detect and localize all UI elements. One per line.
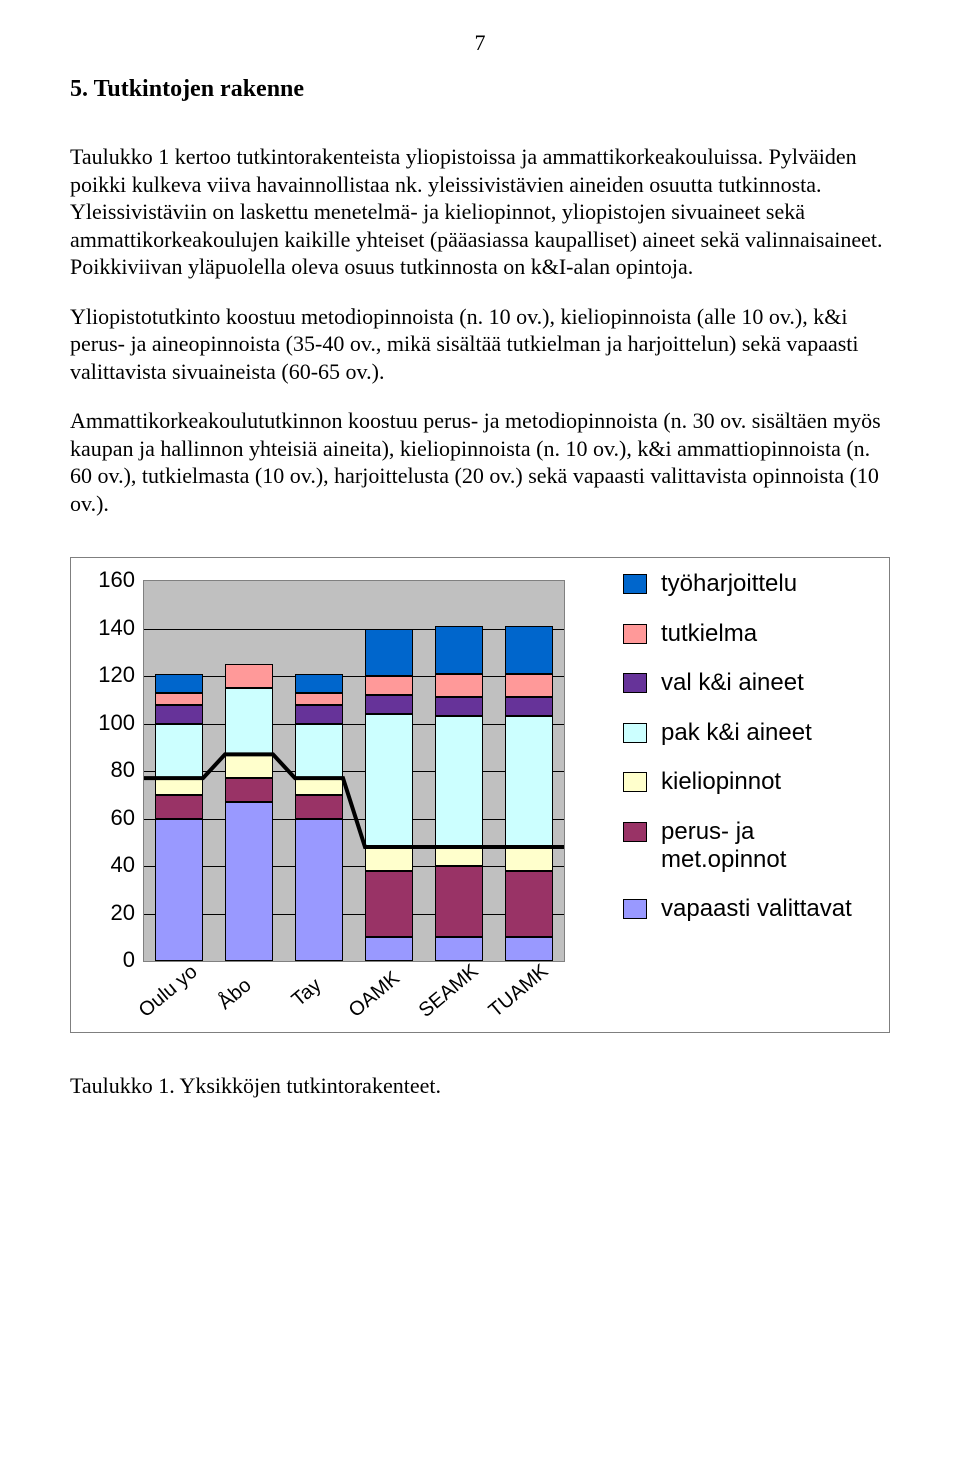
legend-label: perus- ja met.opinnot <box>661 818 877 873</box>
bar-segment-tutkielma <box>435 674 483 698</box>
legend-label: val k&i aineet <box>661 669 804 697</box>
y-tick-label: 40 <box>83 852 135 878</box>
bar-segment-tyoharjoittelu <box>155 674 203 693</box>
legend-swatch <box>623 574 647 594</box>
bars-group <box>144 581 564 961</box>
bar-segment-tutkielma <box>295 693 343 705</box>
legend: työharjoittelu tutkielma val k&i aineet pak… <box>593 570 877 1020</box>
bar-segment-pak_ki <box>435 716 483 847</box>
y-tick-label: 140 <box>83 615 135 641</box>
bar-segment-kieliopinnot <box>225 754 273 778</box>
bar-segment-kieliopinnot <box>155 778 203 795</box>
bar-segment-vapaasti_valittavat <box>155 819 203 962</box>
bar-segment-tutkielma <box>365 676 413 695</box>
bar-segment-val_ki <box>365 695 413 714</box>
bar-segment-kieliopinnot <box>505 847 553 871</box>
legend-label: vapaasti valittavat <box>661 895 852 923</box>
chart-caption: Taulukko 1. Yksikköjen tutkintorakenteet… <box>70 1073 890 1099</box>
legend-item-tutkielma: tutkielma <box>623 620 877 648</box>
bar-column <box>225 664 273 961</box>
y-tick-label: 80 <box>83 757 135 783</box>
bar-segment-perus_ja_met <box>505 871 553 938</box>
bar-segment-tyoharjoittelu <box>435 626 483 674</box>
legend-item-perus_ja_met: perus- ja met.opinnot <box>623 818 877 873</box>
bar-segment-kieliopinnot <box>365 847 413 871</box>
bar-segment-tutkielma <box>225 664 273 688</box>
bar-segment-pak_ki <box>505 716 553 847</box>
bar-segment-val_ki <box>155 705 203 724</box>
legend-swatch <box>623 822 647 842</box>
bar-segment-vapaasti_valittavat <box>225 802 273 961</box>
legend-item-tyoharjoittelu: työharjoittelu <box>623 570 877 598</box>
y-tick-label: 100 <box>83 710 135 736</box>
section-heading: 5. Tutkintojen rakenne <box>70 76 890 103</box>
legend-item-vapaasti_valittavat: vapaasti valittavat <box>623 895 877 923</box>
bar-segment-vapaasti_valittavat <box>505 937 553 961</box>
bar-segment-tutkielma <box>505 674 553 698</box>
bar-segment-perus_ja_met <box>435 866 483 937</box>
bar-segment-kieliopinnot <box>295 778 343 795</box>
paragraph-2: Yliopistotutkinto koostuu metodiopinnois… <box>70 303 890 386</box>
bar-segment-perus_ja_met <box>225 778 273 802</box>
legend-swatch <box>623 624 647 644</box>
x-tick-label: Oulu yo <box>135 974 210 1051</box>
x-tick-label: Tay <box>275 974 350 1051</box>
y-tick-label: 120 <box>83 662 135 688</box>
bar-segment-pak_ki <box>295 724 343 779</box>
page: 7 5. Tutkintojen rakenne Taulukko 1 kert… <box>0 0 960 1139</box>
y-tick-label: 20 <box>83 900 135 926</box>
bar-segment-vapaasti_valittavat <box>365 937 413 961</box>
bar-segment-val_ki <box>295 705 343 724</box>
bar-segment-kieliopinnot <box>435 847 483 866</box>
x-tick-label: SEAMK <box>415 974 490 1051</box>
legend-label: kieliopinnot <box>661 768 781 796</box>
bar-segment-tyoharjoittelu <box>505 626 553 674</box>
x-tick-label: Åbo <box>205 974 280 1051</box>
bar-segment-pak_ki <box>155 724 203 779</box>
bar-segment-pak_ki <box>225 688 273 755</box>
legend-swatch <box>623 673 647 693</box>
bar-column <box>435 626 483 961</box>
legend-swatch <box>623 723 647 743</box>
bar-segment-perus_ja_met <box>155 795 203 819</box>
bar-segment-val_ki <box>505 697 553 716</box>
y-tick-label: 0 <box>83 947 135 973</box>
bar-segment-perus_ja_met <box>365 871 413 938</box>
y-tick-label: 160 <box>83 567 135 593</box>
page-number: 7 <box>70 30 890 56</box>
legend-label: työharjoittelu <box>661 570 797 598</box>
x-tick-label: TUAMK <box>485 974 560 1051</box>
legend-item-val_ki: val k&i aineet <box>623 669 877 697</box>
y-tick-label: 60 <box>83 805 135 831</box>
bar-column <box>505 626 553 961</box>
legend-item-kieliopinnot: kieliopinnot <box>623 768 877 796</box>
legend-swatch <box>623 899 647 919</box>
plot-area <box>143 580 565 962</box>
bar-column <box>365 629 413 962</box>
x-axis-labels: Oulu yoÅboTayOAMKSEAMKTUAMK <box>143 968 563 1028</box>
bar-segment-vapaasti_valittavat <box>295 819 343 962</box>
x-tick-label: OAMK <box>345 974 420 1051</box>
bar-segment-tyoharjoittelu <box>365 629 413 677</box>
bar-segment-pak_ki <box>365 714 413 847</box>
bar-segment-tutkielma <box>155 693 203 705</box>
bar-segment-tyoharjoittelu <box>295 674 343 693</box>
plot-region: 020406080100120140160 Oulu yoÅboTayOAMKS… <box>83 570 593 1020</box>
legend-swatch <box>623 772 647 792</box>
bar-segment-vapaasti_valittavat <box>435 937 483 961</box>
bar-segment-val_ki <box>435 697 483 716</box>
legend-label: tutkielma <box>661 620 757 648</box>
legend-item-pak_ki: pak k&i aineet <box>623 719 877 747</box>
legend-label: pak k&i aineet <box>661 719 812 747</box>
paragraph-1: Taulukko 1 kertoo tutkintorakenteista yl… <box>70 143 890 281</box>
paragraph-3: Ammattikorkeakoulututkinnon koostuu peru… <box>70 407 890 517</box>
chart-container: 0 20 40 60 80 100 120 140 160 Oulu yoÅboTayOAMKS… <box>70 557 890 1033</box>
bar-column <box>155 674 203 961</box>
bar-segment-perus_ja_met <box>295 795 343 819</box>
bar-column <box>295 674 343 961</box>
